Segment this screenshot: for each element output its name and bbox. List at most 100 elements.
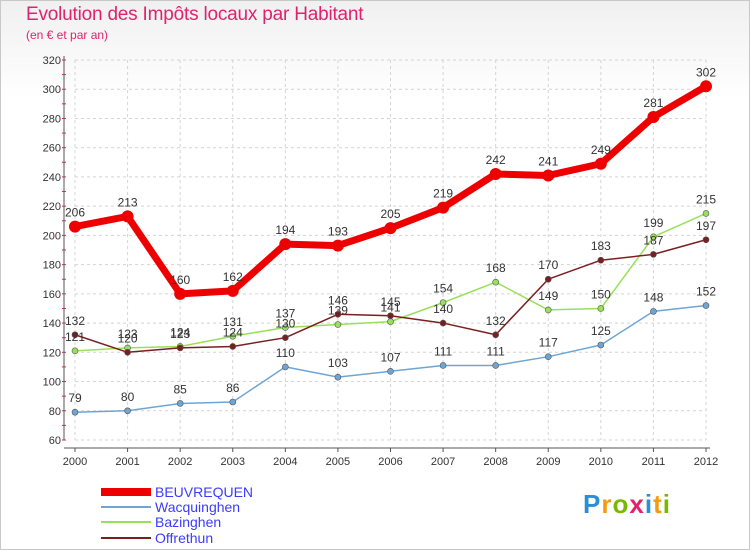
data-point (71, 331, 79, 339)
data-label: 132 (65, 314, 85, 328)
data-point (124, 407, 131, 415)
x-tick-label: 2008 (483, 456, 507, 468)
y-tick-label: 320 (43, 55, 61, 67)
logo-letter: i (644, 489, 654, 519)
data-label: 123 (118, 327, 138, 341)
logo-letter: t (653, 489, 663, 519)
data-label: 124 (170, 325, 190, 339)
logo-letter: P (583, 489, 602, 519)
data-label: 193 (328, 225, 348, 239)
data-point (544, 275, 552, 283)
data-label: 86 (226, 381, 240, 395)
y-tick-label: 60 (49, 435, 61, 447)
x-tick-label: 2007 (431, 456, 455, 468)
data-label: 194 (275, 223, 295, 237)
data-point (226, 284, 239, 297)
y-tick-label: 280 (43, 113, 61, 125)
data-point (229, 332, 237, 340)
data-point (492, 362, 499, 369)
data-label: 124 (223, 325, 243, 339)
logo-letter: r (601, 489, 613, 519)
data-label: 162 (223, 270, 243, 284)
data-label: 145 (380, 295, 400, 309)
data-point (489, 168, 502, 180)
logo-letter: o (612, 489, 630, 519)
data-label: 120 (118, 331, 138, 345)
data-label: 160 (170, 273, 190, 287)
y-tick-label: 140 (43, 318, 61, 330)
data-label: 149 (538, 289, 558, 303)
data-label: 150 (591, 287, 611, 301)
data-point (229, 343, 237, 350)
y-tick-label: 300 (43, 84, 61, 96)
data-label: 130 (275, 317, 295, 331)
data-point (650, 308, 657, 315)
data-label: 187 (643, 233, 663, 247)
data-label: 242 (486, 153, 506, 167)
data-point (647, 111, 660, 123)
y-tick-label: 240 (43, 172, 61, 184)
data-label: 170 (538, 258, 558, 272)
data-point (650, 233, 657, 241)
data-point (387, 318, 394, 325)
y-tick-label: 120 (43, 347, 61, 359)
data-point (331, 239, 344, 252)
legend-label: Wacquinghen (155, 499, 240, 515)
data-point (121, 210, 134, 223)
x-tick-label: 2000 (63, 456, 87, 468)
x-tick-label: 2004 (273, 456, 297, 468)
data-label: 148 (643, 290, 663, 304)
data-label: 125 (591, 324, 611, 338)
data-point (597, 305, 605, 312)
data-label: 137 (275, 306, 295, 320)
y-tick-label: 260 (43, 143, 61, 155)
data-point (334, 321, 342, 328)
data-label: 197 (696, 219, 716, 233)
x-tick-label: 2002 (168, 456, 192, 468)
x-tick-label: 2001 (115, 456, 139, 468)
data-label: 107 (380, 350, 400, 364)
data-label: 206 (65, 206, 85, 220)
data-label: 183 (591, 239, 611, 253)
data-point (437, 201, 450, 214)
data-point (439, 362, 447, 369)
data-label: 139 (328, 304, 348, 318)
x-tick-label: 2003 (221, 456, 245, 468)
series-line-beuvrequen (74, 83, 708, 298)
y-tick-label: 220 (43, 201, 61, 213)
data-point (702, 236, 710, 244)
data-point (597, 341, 605, 349)
legend-label: BEUVREQUEN (155, 484, 253, 500)
data-point (334, 373, 342, 381)
data-label: 79 (68, 391, 82, 405)
x-tick-label: 2009 (536, 456, 560, 468)
data-label: 168 (486, 261, 506, 275)
legend-label: Bazinghen (155, 514, 221, 530)
data-label: 110 (276, 346, 295, 360)
data-point (597, 256, 605, 264)
data-label: 199 (643, 216, 663, 230)
data-point (492, 331, 499, 339)
x-tick-label: 2005 (326, 456, 350, 468)
data-point (702, 210, 710, 217)
x-tick-label: 2012 (694, 456, 718, 468)
data-label: 219 (433, 187, 453, 201)
data-label: 249 (591, 143, 611, 157)
data-label: 146 (328, 293, 348, 307)
data-point (702, 302, 710, 309)
data-label: 132 (486, 314, 506, 328)
logo-letter: x (629, 489, 645, 519)
data-label: 80 (121, 390, 135, 404)
data-point (387, 368, 394, 375)
y-tick-label: 80 (49, 406, 61, 418)
data-point (71, 408, 79, 416)
data-label: 121 (65, 330, 85, 344)
logo-letter: i (662, 489, 671, 519)
data-label: 85 (173, 382, 187, 396)
data-label: 213 (118, 195, 138, 209)
legend-label: Offrethun (155, 530, 213, 546)
data-label: 215 (696, 192, 716, 206)
data-point (282, 324, 289, 331)
x-tick-label: 2006 (378, 456, 402, 468)
